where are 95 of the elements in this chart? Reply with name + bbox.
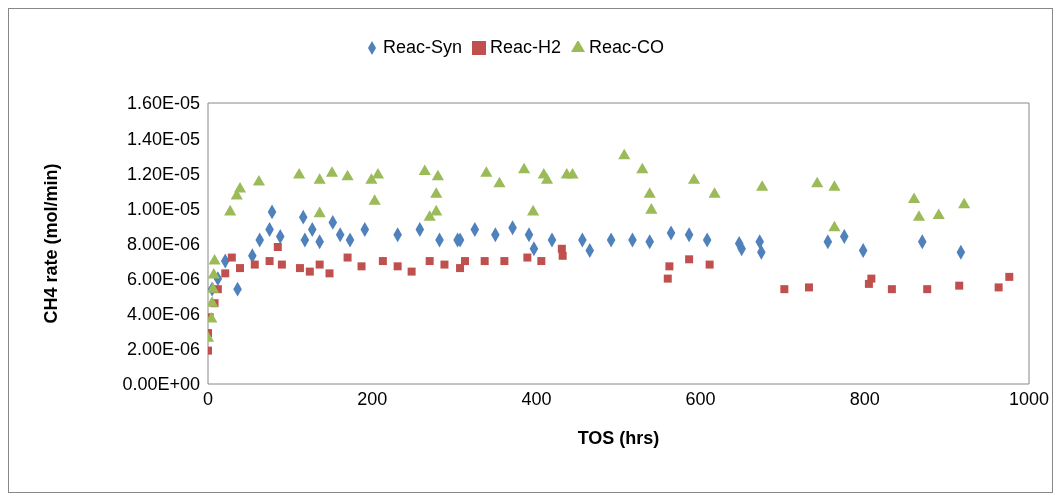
y-tick-label: 1.00E-05 (126, 198, 200, 219)
point (250, 260, 259, 269)
point (912, 210, 926, 221)
point (368, 194, 381, 205)
point (780, 285, 789, 294)
point (643, 187, 656, 198)
point (315, 260, 324, 269)
point (558, 251, 567, 260)
point (273, 243, 282, 252)
y-tick-label: 1.20E-05 (126, 163, 200, 184)
x-axis-title: TOS (hrs) (577, 428, 660, 448)
x-tick-label: 600 (685, 388, 716, 409)
point (423, 210, 436, 221)
legend-label: Reac-Syn (382, 37, 462, 57)
x-tick-label: 400 (521, 388, 552, 409)
point (955, 281, 964, 290)
point (233, 182, 247, 193)
point (305, 267, 314, 276)
point (365, 173, 378, 184)
point (923, 285, 932, 294)
point (371, 167, 385, 179)
y-tick-label: 2.00E-06 (126, 339, 200, 360)
point (293, 167, 306, 179)
x-tick-label: 1000 (1008, 388, 1050, 409)
y-tick-label: 6.00E-06 (126, 269, 200, 290)
point (685, 255, 694, 264)
legend-label: Reac-H2 (489, 37, 562, 57)
point (687, 173, 701, 184)
point (393, 262, 402, 271)
point (357, 262, 366, 271)
point (430, 204, 443, 216)
point (756, 180, 769, 191)
legend-label: Reac-CO (589, 37, 665, 57)
y-tick-label: 4.00E-06 (126, 304, 200, 325)
point (236, 264, 245, 273)
point (708, 187, 721, 198)
point (325, 269, 334, 278)
point (932, 208, 945, 219)
point (325, 166, 339, 177)
point (493, 176, 506, 188)
point (224, 204, 237, 216)
point (407, 267, 416, 276)
point (208, 254, 221, 265)
point (500, 257, 509, 266)
y-tick-label: 1.40E-05 (126, 128, 200, 149)
point (431, 169, 444, 181)
point (252, 175, 265, 186)
point (208, 268, 220, 279)
point (665, 262, 674, 271)
point (958, 197, 971, 209)
point (418, 164, 431, 175)
point (523, 253, 532, 262)
point (480, 257, 489, 266)
point (295, 264, 304, 273)
point (430, 187, 443, 198)
point (313, 206, 326, 218)
point (456, 264, 465, 273)
point (618, 148, 631, 160)
point (907, 192, 921, 204)
point (227, 253, 236, 262)
point (645, 203, 658, 214)
point (540, 173, 554, 184)
point (811, 176, 824, 188)
x-tick-label: 800 (849, 388, 880, 409)
y-tick-label: 1.60E-05 (126, 93, 200, 114)
point (277, 260, 286, 269)
point (663, 274, 672, 283)
point (313, 173, 326, 184)
point (378, 257, 387, 266)
x-tick-label: 200 (357, 388, 388, 409)
point (867, 274, 876, 283)
point (460, 257, 469, 266)
point (527, 204, 540, 216)
point (518, 162, 531, 174)
point (1005, 272, 1014, 281)
point (480, 166, 493, 177)
point (341, 169, 354, 181)
x-tick-label: 0 (202, 388, 214, 409)
point (828, 220, 841, 232)
point (221, 269, 230, 278)
point (265, 257, 274, 266)
point (887, 285, 896, 294)
point (804, 283, 813, 292)
point (343, 253, 352, 262)
point (705, 260, 714, 269)
point (537, 257, 546, 266)
point (636, 162, 649, 174)
y-tick-label: 0.00E+00 (122, 374, 200, 395)
point (425, 257, 434, 266)
point (566, 167, 579, 179)
point (828, 180, 841, 191)
point (994, 283, 1003, 292)
y-axis-title: CH4 rate (mol/min) (41, 163, 62, 324)
point (440, 260, 449, 269)
y-tick-label: 8.00E-06 (126, 233, 200, 254)
